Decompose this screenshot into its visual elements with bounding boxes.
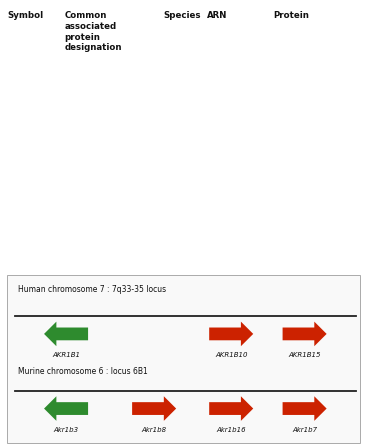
Polygon shape — [44, 321, 88, 346]
Text: AKR1B10: AKR1B10 — [215, 352, 247, 358]
Polygon shape — [132, 396, 176, 421]
Text: Akr1b3: Akr1b3 — [54, 426, 79, 433]
Text: Symbol: Symbol — [7, 11, 43, 20]
Polygon shape — [209, 396, 253, 421]
Text: Human chromosome 7 : 7q33-35 locus: Human chromosome 7 : 7q33-35 locus — [18, 285, 167, 294]
Polygon shape — [209, 321, 253, 346]
Text: Species: Species — [163, 11, 201, 20]
Text: Akr1b16: Akr1b16 — [217, 426, 246, 433]
Polygon shape — [44, 396, 88, 421]
Text: AKR1B1: AKR1B1 — [52, 352, 80, 358]
Polygon shape — [283, 396, 327, 421]
Text: Protein: Protein — [273, 11, 309, 20]
Text: Common
associated
protein
designation: Common associated protein designation — [64, 11, 122, 52]
Text: Akr1b8: Akr1b8 — [142, 426, 167, 433]
Polygon shape — [283, 321, 327, 346]
Text: Murine chromosome 6 : locus 6B1: Murine chromosome 6 : locus 6B1 — [18, 367, 148, 376]
Text: Akr1b7: Akr1b7 — [292, 426, 317, 433]
Text: AKR1B15: AKR1B15 — [288, 352, 321, 358]
Text: ARN: ARN — [207, 11, 228, 20]
FancyBboxPatch shape — [7, 275, 360, 443]
